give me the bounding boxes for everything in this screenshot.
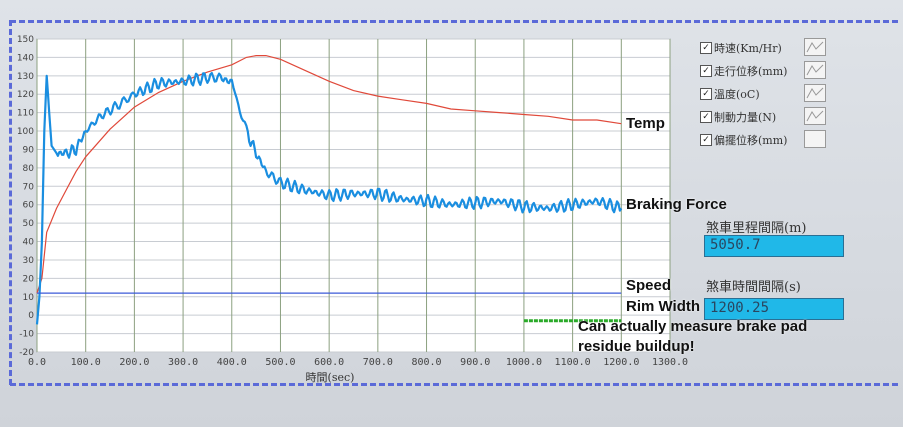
- line-swatch-icon: [804, 38, 826, 56]
- line-swatch-icon: [804, 61, 826, 79]
- x-tick-label: 1200.0: [603, 357, 639, 368]
- legend-label: 溫度(oC): [714, 88, 760, 101]
- x-tick-label: 1100.0: [555, 357, 591, 368]
- x-tick-label: 1300.0: [652, 357, 688, 368]
- y-tick-label: -10: [19, 330, 34, 340]
- y-tick-label: 90: [23, 145, 35, 155]
- checkbox-checked-icon[interactable]: ✓: [700, 42, 712, 54]
- y-tick-label: 20: [23, 274, 35, 284]
- y-tick-label: 0: [28, 311, 34, 321]
- distance-interval-label: 煞車里程間隔(m): [706, 221, 807, 236]
- y-tick-label: 110: [17, 109, 34, 119]
- line-swatch-icon: [804, 84, 826, 102]
- annotation-speed: Speed: [626, 277, 672, 294]
- legend-item-rim-offset[interactable]: ✓ 偏擺位移(mm): [700, 130, 840, 153]
- axis-ticks: 1501401301201101009080706050403020100-10…: [17, 35, 688, 368]
- annotation-temp: Temp: [626, 115, 665, 132]
- y-tick-label: 150: [17, 35, 34, 45]
- series-line-braking-force: [35, 71, 623, 325]
- annotation-braking-force: Braking Force: [626, 196, 727, 213]
- checkbox-checked-icon[interactable]: ✓: [700, 88, 712, 100]
- y-tick-label: 70: [23, 182, 35, 192]
- x-tick-label: 900.0: [460, 357, 490, 368]
- annotation-rim-width: Rim Width: [626, 298, 701, 315]
- checkbox-checked-icon[interactable]: ✓: [700, 65, 712, 77]
- x-axis-label: 時間(sec): [306, 371, 355, 384]
- checkbox-checked-icon[interactable]: ✓: [700, 134, 712, 146]
- line-swatch-icon: [804, 107, 826, 125]
- y-tick-label: 50: [23, 219, 35, 229]
- x-tick-label: 200.0: [119, 357, 149, 368]
- x-tick-label: 600.0: [314, 357, 344, 368]
- x-tick-label: 500.0: [265, 357, 295, 368]
- legend-label: 時速(Km/Hr): [714, 42, 782, 55]
- x-tick-label: 0.0: [28, 357, 46, 368]
- checkbox-checked-icon[interactable]: ✓: [700, 111, 712, 123]
- x-tick-label: 300.0: [168, 357, 198, 368]
- annotation-note: Can actually measure brake pad residue b…: [578, 317, 858, 357]
- legend-label: 走行位移(mm): [714, 65, 788, 78]
- legend-label: 制動力量(N): [714, 111, 777, 124]
- dashed-border-left: [9, 20, 12, 385]
- y-tick-label: 40: [23, 238, 35, 248]
- legend-item-displacement[interactable]: ✓ 走行位移(mm): [700, 61, 840, 84]
- y-tick-label: 100: [17, 127, 34, 137]
- legend-item-temperature[interactable]: ✓ 溫度(oC): [700, 84, 840, 107]
- y-tick-label: 30: [23, 256, 35, 266]
- y-tick-label: 130: [17, 72, 34, 82]
- legend-label: 偏擺位移(mm): [714, 134, 788, 147]
- legend-item-speed[interactable]: ✓ 時速(Km/Hr): [700, 38, 840, 61]
- dashed-border-top: [10, 20, 898, 23]
- series-line-temperature: [36, 54, 622, 294]
- y-tick-label: 60: [23, 201, 35, 211]
- legend-item-braking-force[interactable]: ✓ 制動力量(N): [700, 107, 840, 130]
- time-interval-label: 煞車時間間隔(s): [706, 280, 801, 295]
- annotation-note-line: Can actually measure brake pad: [578, 318, 808, 335]
- annotation-note-line: residue buildup!: [578, 338, 695, 355]
- y-tick-label: 120: [17, 90, 34, 100]
- x-tick-label: 800.0: [411, 357, 441, 368]
- x-tick-label: 700.0: [363, 357, 393, 368]
- x-tick-label: 1000.0: [506, 357, 542, 368]
- grid-lines: [36, 38, 671, 353]
- y-tick-label: -20: [19, 348, 34, 358]
- series-lines: [35, 54, 623, 325]
- y-tick-label: 80: [23, 164, 35, 174]
- x-tick-label: 400.0: [217, 357, 247, 368]
- empty-swatch-icon: [804, 130, 826, 148]
- y-tick-label: 140: [17, 53, 34, 63]
- time-interval-field[interactable]: 1200.25: [704, 298, 844, 320]
- y-tick-label: 10: [23, 293, 35, 303]
- x-tick-label: 100.0: [71, 357, 101, 368]
- dashed-border-bottom: [10, 383, 898, 386]
- series-legend: ✓ 時速(Km/Hr) ✓ 走行位移(mm) ✓ 溫度(oC) ✓ 制動力量(N…: [700, 38, 840, 153]
- distance-interval-field[interactable]: 5050.7: [704, 235, 844, 257]
